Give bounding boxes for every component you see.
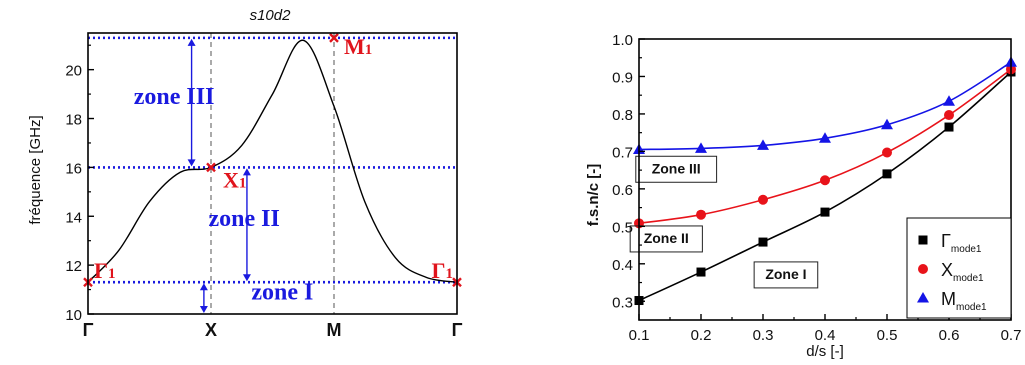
y-tick-label: 0.6 — [612, 182, 633, 199]
series-marker-square — [696, 267, 706, 277]
zone-annotation-box — [635, 155, 718, 183]
point-label-name: Γ — [432, 258, 446, 283]
series-marker-triangle — [881, 118, 893, 130]
x-tick-label: 0.2 — [691, 327, 712, 344]
y-tick-label: 0.7 — [612, 144, 633, 161]
x-tick-label: 0.1 — [629, 327, 650, 344]
series-marker-square — [758, 237, 768, 247]
series-marker-triangle — [819, 132, 831, 143]
high-symmetry-point-label: X1 — [223, 167, 246, 192]
series-marker-triangle — [695, 142, 707, 153]
x-tick-label: X — [205, 320, 217, 340]
legend-label: Xmode1 — [941, 260, 984, 284]
zone-arrow-head — [199, 283, 208, 291]
legend-label: Γmode1 — [941, 231, 982, 255]
zone-arrow-head — [199, 306, 208, 313]
x-tick-label: Γ — [83, 320, 94, 340]
zone-arrow-head — [242, 168, 251, 176]
x-tick-label: Γ — [452, 320, 463, 340]
series-marker-square — [882, 169, 892, 179]
high-symmetry-point-marker — [206, 162, 216, 173]
series-marker-square — [944, 122, 954, 132]
y-tick-label: 0.5 — [612, 219, 633, 236]
zone-label: zone III — [134, 84, 215, 110]
high-symmetry-point-label: Γ1 — [432, 258, 454, 283]
point-label-name: Γ — [94, 258, 108, 283]
series-marker-square — [820, 207, 830, 217]
series-marker-circle — [944, 110, 954, 121]
dispersion-curve — [87, 39, 458, 283]
legend-series-name: M — [941, 289, 956, 309]
y-tick-label: 20 — [65, 63, 82, 80]
x-tick-label: 0.7 — [1001, 327, 1022, 344]
y-tick-label: 0.3 — [612, 294, 633, 311]
x-tick-label: 0.3 — [753, 327, 774, 344]
zone-annotation-label: Zone II — [644, 230, 689, 246]
zone-label: zone I — [251, 279, 313, 305]
series-marker-circle — [820, 175, 830, 186]
point-label-subscript: 1 — [108, 266, 116, 282]
zone-arrow-head — [242, 274, 251, 282]
series-marker-circle — [758, 194, 768, 205]
zone-label: zone II — [209, 206, 280, 232]
zone-annotation-box — [629, 225, 703, 253]
y-tick-label: 10 — [65, 307, 82, 324]
normalized-x-axis-label: d/s [-] — [806, 343, 844, 360]
legend-label: Mmode1 — [941, 289, 987, 313]
series-line — [638, 68, 1012, 225]
zone-annotation-label: Zone III — [652, 160, 701, 176]
point-label-name: M — [344, 34, 365, 59]
series-marker-triangle — [757, 139, 769, 150]
x-tick-label: M — [327, 320, 342, 340]
x-tick-label: 0.4 — [815, 327, 836, 344]
series-marker-triangle — [943, 95, 955, 106]
series-marker-circle — [882, 147, 892, 158]
point-label-name: X — [223, 167, 239, 192]
dispersion-chart-title: s10d2 — [250, 7, 292, 24]
y-tick-label: 1.0 — [612, 32, 633, 49]
zone-annotation-box — [753, 261, 819, 289]
normalized-plot-frame — [638, 38, 1012, 321]
series-marker-triangle — [917, 292, 929, 303]
point-label-subscript: 1 — [365, 42, 373, 58]
x-tick-label: 0.5 — [877, 327, 898, 344]
legend-series-subscript: mode1 — [951, 244, 982, 255]
zone-arrow-head — [187, 38, 196, 46]
normalized-frequency-chart: f.s.n/c [-] d/s [-] Zone III Zone II Zone … — [585, 32, 1021, 360]
point-label-subscript: 1 — [446, 266, 454, 282]
legend-series-subscript: mode1 — [956, 302, 987, 313]
series-marker-square — [918, 235, 928, 245]
high-symmetry-point-label: Γ1 — [94, 258, 116, 283]
legend-series-subscript: mode1 — [953, 273, 984, 284]
zone-annotation-label: Zone I — [765, 266, 806, 282]
zone-arrow-head — [187, 159, 196, 167]
legend-series-name: X — [941, 260, 953, 280]
normalized-y-axis-label: f.s.n/c [-] — [585, 164, 602, 227]
series-marker-circle — [696, 209, 706, 220]
y-tick-label: 14 — [65, 209, 82, 226]
legend-series-name: Γ — [941, 231, 951, 251]
point-label-subscript: 1 — [239, 175, 247, 191]
high-symmetry-point-marker — [329, 33, 339, 43]
y-tick-label: 0.8 — [612, 107, 633, 124]
x-tick-label: 0.6 — [939, 327, 960, 344]
dispersion-y-axis-label: fréquence [GHz] — [27, 115, 44, 224]
high-symmetry-point-label: M1 — [344, 34, 372, 59]
y-tick-label: 12 — [65, 258, 82, 275]
y-tick-label: 18 — [65, 112, 82, 129]
series-marker-circle — [918, 264, 928, 274]
y-tick-label: 0.9 — [612, 69, 633, 86]
y-tick-label: 0.4 — [612, 257, 633, 274]
y-tick-label: 16 — [65, 160, 82, 177]
dispersion-plot-frame — [87, 32, 458, 315]
